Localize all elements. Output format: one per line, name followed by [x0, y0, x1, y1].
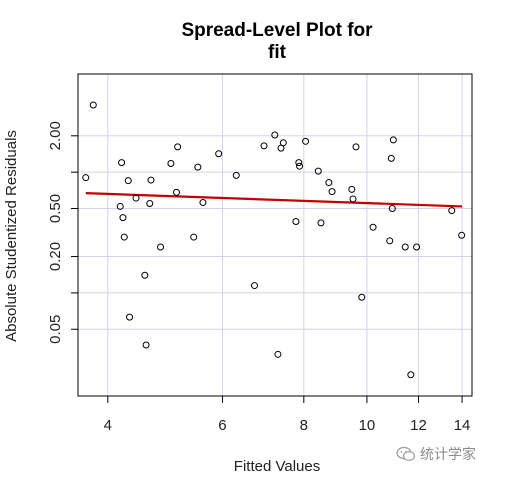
data-point: [215, 150, 223, 158]
data-point: [279, 139, 287, 147]
x-tick-label: 12: [410, 417, 427, 434]
data-point: [194, 163, 202, 171]
data-point: [274, 350, 282, 358]
data-point: [369, 223, 377, 231]
data-point: [232, 171, 240, 179]
y-tick-label: 2.00: [47, 121, 64, 150]
x-tick-label: 10: [359, 417, 376, 434]
data-point: [124, 177, 132, 185]
wechat-icon: [396, 446, 416, 461]
data-point: [120, 233, 128, 241]
data-point: [386, 237, 394, 245]
data-point: [132, 194, 140, 202]
data-point: [260, 142, 268, 150]
trend-line: [85, 192, 463, 208]
y-axis-label: Absolute Studentized Residuals: [3, 130, 20, 342]
data-point: [167, 159, 175, 167]
y-tick-label: 0.05: [47, 315, 64, 344]
plot-frame: [77, 73, 473, 397]
data-point: [119, 214, 127, 222]
x-tick-label: 8: [300, 417, 308, 434]
data-point: [389, 136, 397, 144]
data-point: [126, 313, 134, 321]
data-point: [388, 205, 396, 213]
data-point: [251, 282, 259, 290]
x-tick-label: 14: [454, 417, 471, 434]
data-point: [118, 159, 126, 167]
data-point: [116, 202, 124, 210]
data-point: [387, 154, 395, 162]
data-point: [328, 188, 336, 196]
data-point: [295, 159, 303, 167]
trend-line-group: [85, 192, 463, 208]
data-point: [358, 293, 366, 301]
data-point: [89, 101, 97, 109]
data-point: [348, 185, 356, 193]
data-point: [317, 219, 325, 227]
y-tick-label: 0.50: [47, 194, 64, 223]
data-point: [314, 167, 322, 175]
data-point: [458, 231, 466, 239]
y-tick-label: 0.20: [47, 242, 64, 271]
grid: [78, 74, 472, 396]
data-point: [401, 243, 409, 251]
x-axis-label: Fitted Values: [234, 458, 320, 475]
x-axis: 4 6 8 10 12 14: [104, 396, 471, 434]
data-point: [146, 200, 154, 208]
data-point: [190, 233, 198, 241]
x-tick-label: 4: [104, 417, 112, 434]
data-point: [141, 271, 149, 279]
data-point: [147, 176, 155, 184]
data-point: [296, 162, 304, 170]
data-points: [82, 101, 466, 379]
chart-title-line-2: fit: [268, 42, 287, 63]
data-point: [448, 207, 456, 215]
data-point: [174, 143, 182, 151]
data-point: [352, 143, 360, 151]
data-point: [199, 199, 207, 207]
data-point: [407, 371, 415, 379]
data-point: [302, 137, 310, 145]
y-axis: 0.05 0.20 0.50 2.00: [47, 121, 78, 344]
data-point: [325, 179, 333, 187]
watermark-text: 统计学家: [420, 447, 476, 463]
data-point: [142, 341, 150, 349]
data-point: [292, 218, 300, 226]
data-point: [173, 188, 181, 196]
data-point: [82, 174, 90, 182]
data-point: [413, 243, 421, 251]
data-point: [271, 131, 279, 139]
chart-title-line-1: Spread-Level Plot for: [181, 20, 373, 41]
watermark: 统计学家: [396, 444, 476, 464]
x-tick-label: 6: [218, 417, 226, 434]
data-point: [157, 243, 165, 251]
data-point: [349, 195, 357, 203]
